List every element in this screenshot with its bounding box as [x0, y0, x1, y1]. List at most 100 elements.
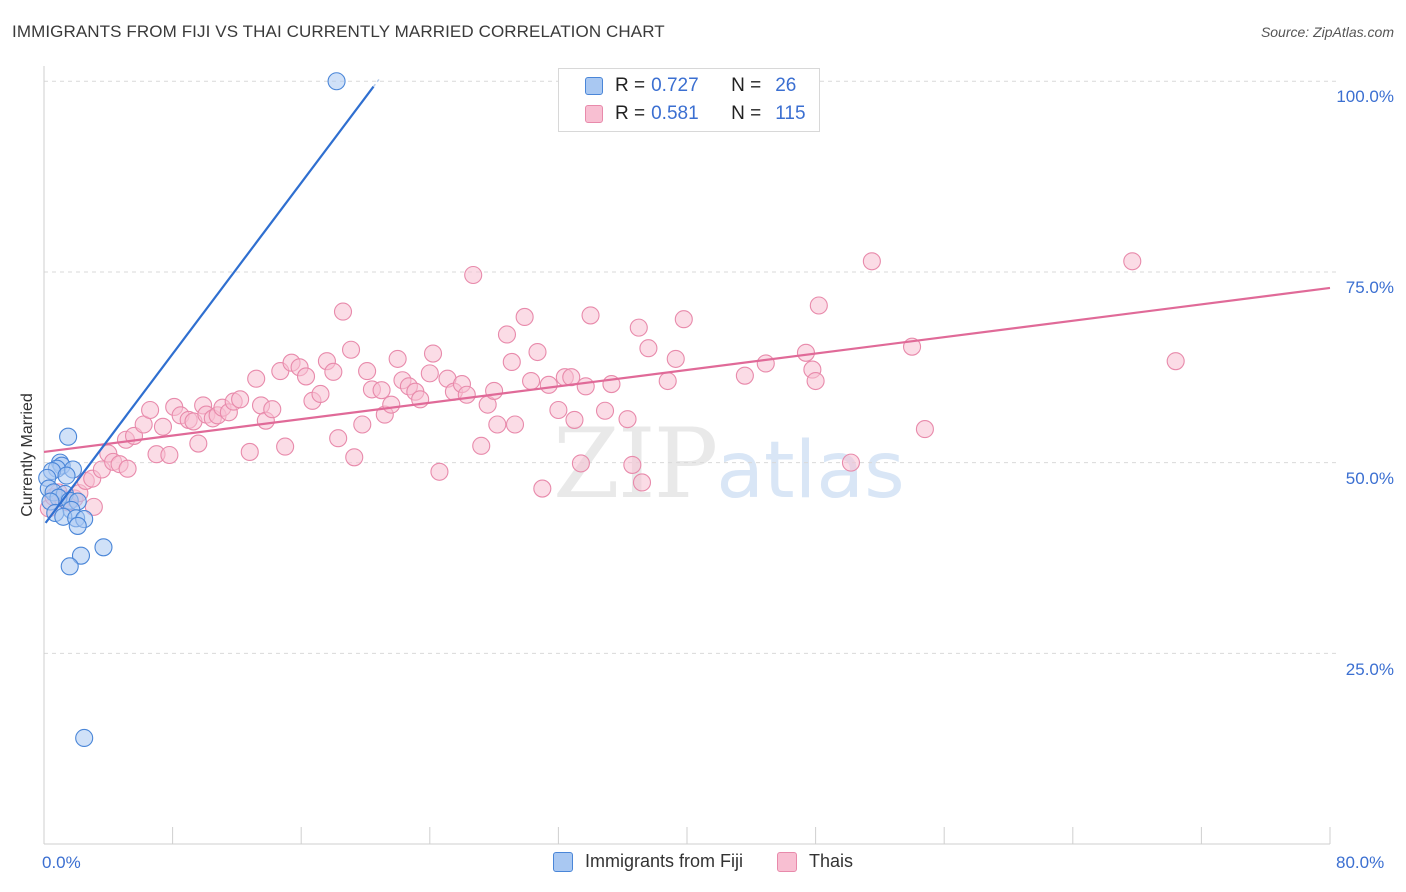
n-label: N = — [731, 103, 762, 124]
fiji-point — [327, 72, 346, 91]
thai-point — [576, 377, 595, 396]
y-tick-label-100: 100.0% — [1336, 87, 1394, 106]
thai-point — [247, 369, 266, 388]
thai-point — [809, 296, 828, 315]
thai-point — [382, 395, 401, 414]
thai-point — [618, 410, 637, 429]
thai-point — [153, 417, 173, 436]
axis-layer — [43, 66, 1331, 845]
thai-point — [756, 354, 775, 373]
legend-row-fiji: R = 0.727 N = 26 — [585, 74, 796, 98]
legend-item-thai[interactable]: Thais — [777, 851, 853, 872]
thai-point — [324, 362, 343, 381]
thai-point — [464, 265, 483, 285]
thai-n-value: 115 — [775, 103, 806, 124]
thai-point — [735, 366, 754, 385]
thai-point — [472, 436, 491, 455]
thai-point — [841, 453, 861, 472]
thai-point — [341, 340, 361, 359]
source-label: Source: ZipAtlas.com — [1260, 24, 1394, 40]
thai-point — [528, 342, 547, 362]
y-tick-label-75: 75.0% — [1345, 278, 1394, 297]
thai-point — [549, 400, 568, 420]
thai-point — [118, 459, 137, 478]
thai-point — [296, 367, 316, 386]
fiji-trend-extension — [372, 77, 381, 88]
thai-point — [488, 415, 507, 434]
legend-item-fiji[interactable]: Immigrants from Fiji — [552, 851, 743, 872]
y-tick-label-50: 50.0% — [1345, 469, 1394, 488]
fiji-trend-line — [44, 85, 375, 524]
thai-point — [276, 437, 295, 456]
thai-point — [231, 390, 250, 409]
x-tick-label-min: 0.0% — [42, 853, 81, 872]
thai-point — [423, 344, 443, 363]
r-label: R = — [615, 75, 646, 96]
n-label: N = — [731, 75, 762, 96]
thai-point — [84, 497, 103, 516]
thai-r-value: 0.581 — [651, 103, 699, 124]
thai-point — [420, 364, 439, 383]
legend-row-thai: R = 0.581 N = 115 — [585, 102, 806, 126]
fiji-legend-label: Immigrants from Fiji — [584, 851, 743, 871]
thai-point — [358, 362, 377, 381]
thai-point — [372, 381, 391, 400]
watermark-atlas: atlas — [716, 426, 905, 516]
fiji-r-value: 0.727 — [651, 75, 699, 96]
thai-point — [581, 306, 600, 325]
thai-point — [639, 339, 658, 358]
thai-legend-label: Thais — [809, 851, 854, 871]
fiji-point — [75, 728, 94, 748]
thai-point — [539, 375, 558, 394]
thai-point — [623, 455, 642, 474]
fiji-point — [57, 466, 76, 485]
thai-point — [533, 479, 552, 498]
thai-point — [240, 442, 259, 461]
thai-point — [629, 318, 648, 337]
thai-point — [666, 349, 685, 368]
thai-point — [345, 448, 364, 467]
fiji-point — [68, 516, 87, 535]
r-label: R = — [615, 103, 646, 124]
fiji-point — [59, 427, 78, 446]
thai-point — [141, 400, 160, 420]
thai-point — [1123, 252, 1142, 271]
thai-point — [862, 252, 881, 271]
thai-point — [658, 371, 677, 391]
thai-point — [915, 420, 934, 439]
chart-title: IMMIGRANTS FROM FIJI VS THAI CURRENTLY M… — [12, 22, 665, 41]
x-tick-label-max: 80.0% — [1336, 853, 1385, 872]
thai-point — [263, 400, 282, 419]
thai-point — [311, 384, 330, 404]
thai-point — [388, 349, 407, 368]
thai-trend-line — [43, 286, 1331, 454]
thai-point — [632, 473, 652, 492]
y-tick-label-25: 25.0% — [1345, 660, 1394, 679]
series-legend: Immigrants from Fiji Thais — [0, 851, 1406, 872]
thai-swatch — [585, 105, 603, 123]
fiji-point — [60, 557, 79, 576]
thai-point — [796, 343, 816, 362]
thai-point — [502, 352, 521, 371]
fiji-points — [38, 72, 346, 748]
thai-point — [485, 381, 504, 400]
thai-point — [497, 325, 517, 344]
thai-point — [1166, 352, 1185, 371]
thai-point — [806, 371, 825, 391]
thai-point — [674, 310, 693, 329]
correlation-legend: R = 0.727 N = 26 R = 0.581 N = 115 — [558, 68, 820, 132]
fiji-point — [71, 546, 91, 565]
thai-point — [353, 415, 372, 434]
thai-point — [515, 307, 534, 326]
thai-point — [571, 454, 590, 473]
thai-legend-swatch — [777, 851, 797, 872]
thai-point — [595, 401, 615, 420]
thai-point — [160, 445, 179, 465]
fiji-point — [94, 538, 113, 557]
grid-layer — [44, 80, 1340, 654]
fiji-swatch — [585, 77, 603, 95]
thai-point — [522, 371, 541, 391]
thai-point — [457, 385, 476, 404]
thai-point — [565, 410, 584, 429]
